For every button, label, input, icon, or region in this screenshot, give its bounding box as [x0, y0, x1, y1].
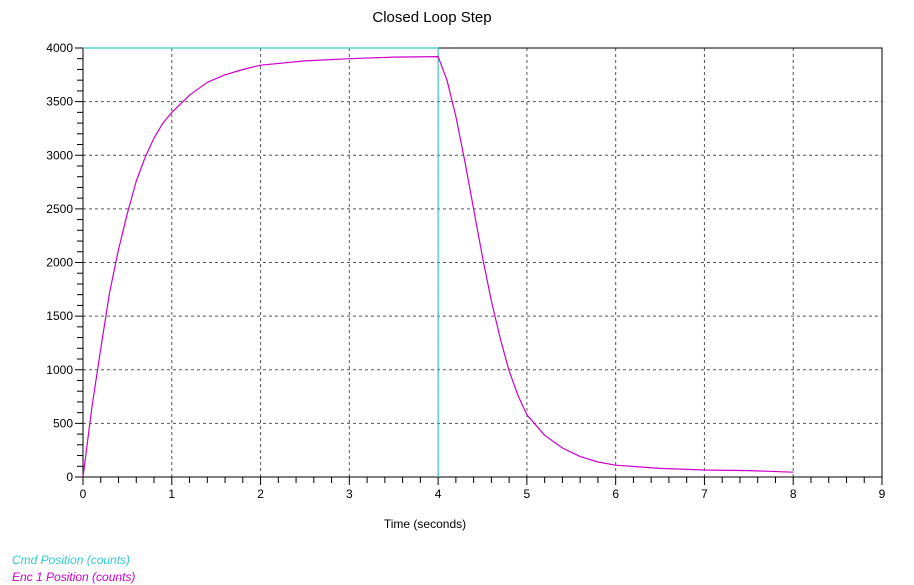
tick-labels: 0 1 2 3 4 5 6 7 8 9 0 500 1000 1500 2000 2500 3000 3500 40… — [46, 41, 885, 501]
series-line-0 — [83, 47, 439, 477]
y-tick-label: 3500 — [46, 95, 73, 109]
x-tick-label: 3 — [346, 487, 353, 501]
y-tick-label: 4000 — [46, 41, 73, 55]
x-tick-label: 5 — [524, 487, 531, 501]
series-line-1 — [82, 55, 794, 478]
legend-entry-cmd-position: Cmd Position (counts) — [12, 553, 131, 567]
y-tick-label: 0 — [66, 470, 73, 484]
y-tick-label: 500 — [53, 416, 73, 430]
x-tick-label: 4 — [435, 487, 442, 501]
x-tick-label: 9 — [879, 487, 886, 501]
x-tick-label: 7 — [701, 487, 708, 501]
axes — [75, 47, 883, 485]
series-layer — [82, 47, 794, 478]
y-tick-label: 1500 — [46, 309, 73, 323]
x-tick-label: 8 — [790, 487, 797, 501]
legend-entry-enc-1-position: Enc 1 Position (counts) — [12, 570, 136, 584]
x-tick-label: 0 — [80, 487, 87, 501]
y-tick-label: 3000 — [46, 148, 73, 162]
x-tick-label: 6 — [612, 487, 619, 501]
y-tick-label: 1000 — [46, 363, 73, 377]
y-tick-label: 2000 — [46, 256, 73, 270]
x-axis-label: Time (seconds) — [384, 517, 466, 531]
y-tick-label: 2500 — [46, 202, 73, 216]
x-tick-label: 2 — [257, 487, 264, 501]
x-tick-label: 1 — [168, 487, 175, 501]
chart-title: Closed Loop Step — [372, 9, 491, 26]
grid — [83, 48, 882, 477]
